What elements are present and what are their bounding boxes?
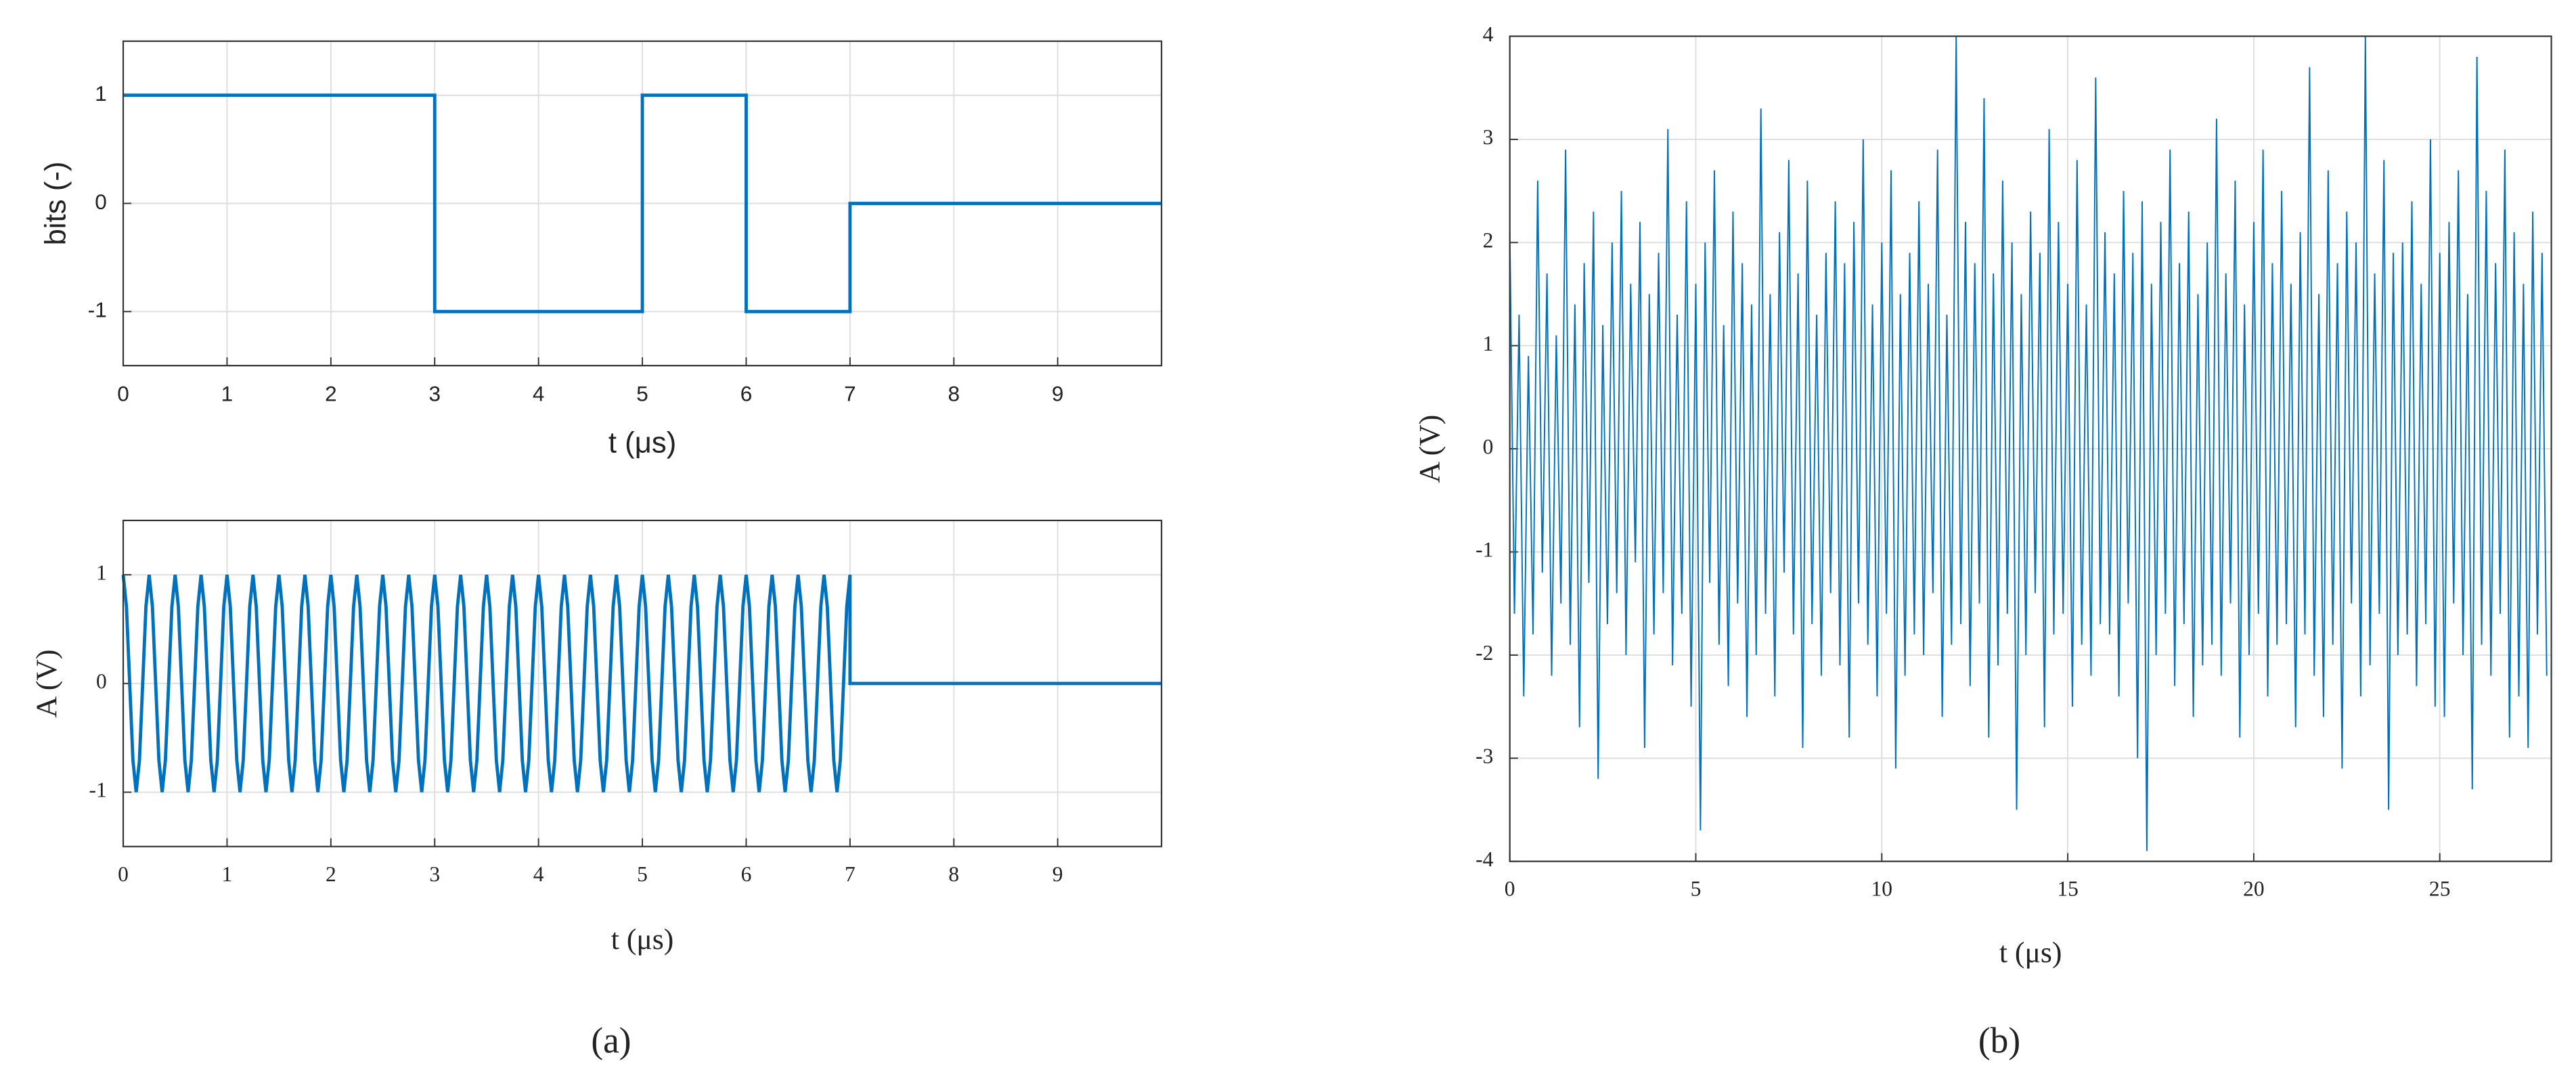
x-tick-label: 9 [1052, 381, 1064, 405]
y-tick-label: 1 [96, 560, 107, 584]
x-tick-label: 6 [740, 381, 753, 405]
chart: 0 5 10 15 20 25 -4 -3 -2 -1 0 1 2 3 4 t (μs) A (V) [1414, 22, 2552, 969]
y-axis-label: A (V) [30, 649, 63, 717]
x-axis-label: t (μs) [608, 426, 676, 460]
x-tick-label: 5 [636, 381, 648, 405]
x-tick-label: 8 [948, 862, 959, 886]
signal-line [123, 93, 1162, 313]
caption: (b) [1978, 1020, 2020, 1061]
x-tick-label: 8 [948, 381, 960, 405]
x-axis-label: t (μs) [1999, 936, 2062, 969]
x-tick-label: 7 [845, 862, 856, 886]
x-tick-label: 2 [326, 862, 336, 886]
y-tick-label: 4 [1483, 22, 1494, 46]
x-tick-label: 4 [533, 381, 545, 405]
x-tick-label: 2 [325, 381, 337, 405]
x-tick-label: 0 [117, 381, 129, 405]
chart: 0 1 2 3 4 5 6 7 8 9 -1 0 1 t (μs) A (V) [30, 519, 1163, 956]
signal-line [1509, 36, 2548, 851]
y-axis-label: bits (-) [39, 161, 72, 245]
y-tick-label: -2 [1475, 641, 1493, 665]
x-tick-label: 0 [118, 862, 129, 886]
y-tick-label: -3 [1475, 744, 1493, 768]
y-tick-label: 3 [1483, 125, 1494, 149]
x-tick-label: 9 [1052, 862, 1063, 886]
y-tick-label: 1 [1483, 332, 1494, 355]
x-tick-label: 3 [429, 862, 440, 886]
x-tick-label: 25 [2429, 877, 2451, 901]
y-tick-label: -1 [88, 298, 107, 322]
axes-frame [122, 40, 1163, 367]
x-axis-label: t (μs) [611, 923, 674, 956]
y-tick-label: 0 [96, 669, 107, 693]
y-tick-label: -4 [1475, 847, 1493, 871]
y-tick-label: 0 [95, 190, 107, 214]
x-tick-label: 1 [221, 381, 234, 405]
y-tick-label: -1 [89, 778, 106, 802]
x-tick-label: 5 [1691, 877, 1702, 901]
axes-frame [1509, 35, 2552, 862]
x-tick-label: 4 [533, 862, 544, 886]
x-tick-label: 7 [844, 381, 856, 405]
x-tick-label: 5 [637, 862, 648, 886]
chart: 0 1 2 3 4 5 6 7 8 9 -1 0 1 t (μs) bits (-) [39, 40, 1163, 460]
x-tick-label: 15 [2057, 877, 2079, 901]
y-tick-label: 2 [1483, 229, 1494, 252]
caption: (a) [591, 1020, 631, 1061]
y-axis-label: A (V) [1414, 415, 1446, 483]
axes-frame [122, 519, 1163, 847]
x-tick-label: 6 [741, 862, 752, 886]
y-tick-label: 0 [1483, 435, 1494, 458]
x-tick-label: 1 [222, 862, 233, 886]
x-tick-label: 10 [1871, 877, 1893, 901]
y-tick-label: 1 [95, 81, 107, 106]
y-tick-label: -1 [1475, 538, 1493, 562]
x-tick-label: 20 [2243, 877, 2265, 901]
x-tick-label: 3 [428, 381, 441, 405]
x-tick-label: 0 [1505, 877, 1515, 901]
signal-line [121, 574, 1162, 793]
